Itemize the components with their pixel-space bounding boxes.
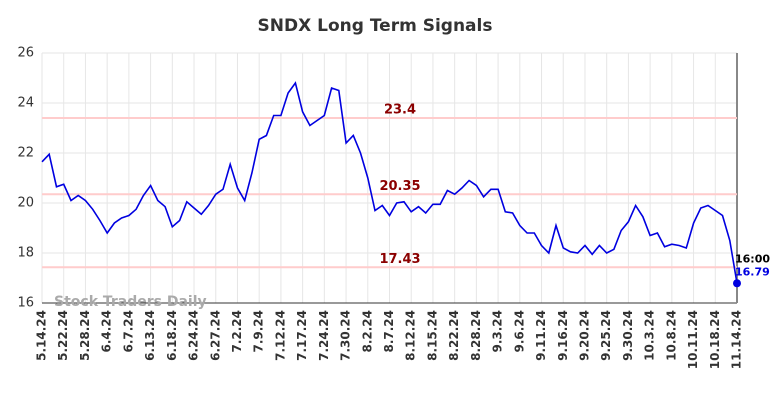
x-tick-label: 5.28.24 <box>78 310 92 361</box>
x-tick-label: 7.12.24 <box>273 310 287 361</box>
x-tick-label: 9.20.24 <box>577 310 591 361</box>
signal-label: 20.35 <box>379 179 420 194</box>
x-tick-label: 10.11.24 <box>686 310 700 369</box>
x-tick-label: 9.30.24 <box>621 310 635 361</box>
y-tick-label: 24 <box>17 96 34 111</box>
x-tick-label: 6.13.24 <box>143 310 157 361</box>
y-tick-label: 16 <box>17 296 34 311</box>
y-tick-label: 22 <box>17 146 34 161</box>
x-tick-label: 9.25.24 <box>599 310 613 361</box>
x-tick-label: 9.16.24 <box>556 310 570 361</box>
x-tick-label: 9.11.24 <box>534 310 548 361</box>
signal-label: 17.43 <box>379 252 420 267</box>
y-tick-label: 20 <box>17 196 34 211</box>
watermark: Stock Traders Daily <box>54 294 207 310</box>
x-tick-label: 8.15.24 <box>425 310 439 361</box>
x-tick-label: 6.27.24 <box>208 310 222 361</box>
x-tick-label: 6.7.24 <box>121 310 135 353</box>
x-tick-label: 7.17.24 <box>295 310 309 361</box>
x-tick-label: 8.22.24 <box>447 310 461 361</box>
x-tick-label: 5.22.24 <box>56 310 70 361</box>
x-tick-label: 7.24.24 <box>317 310 331 361</box>
x-tick-label: 10.18.24 <box>708 310 722 369</box>
last-value: 16.79 <box>735 265 770 278</box>
x-tick-label: 6.18.24 <box>165 310 179 361</box>
chart-title: SNDX Long Term Signals <box>258 16 493 36</box>
x-tick-label: 10.3.24 <box>643 310 657 361</box>
x-tick-label: 9.3.24 <box>491 310 505 353</box>
x-tick-label: 6.24.24 <box>187 310 201 361</box>
price-line <box>41 81 738 284</box>
x-tick-label: 6.4.24 <box>100 310 114 353</box>
x-tick-label: 8.2.24 <box>360 310 374 353</box>
signal-label: 23.4 <box>384 103 416 118</box>
x-tick-label: 9.6.24 <box>512 310 526 353</box>
x-tick-label: 7.30.24 <box>339 310 353 361</box>
y-tick-label: 18 <box>17 246 34 261</box>
last-point <box>733 279 741 288</box>
last-time: 16:00 <box>735 252 770 265</box>
x-tick-label: 8.12.24 <box>404 310 418 361</box>
x-tick-label: 11.14.24 <box>730 310 744 369</box>
x-tick-label: 7.2.24 <box>230 310 244 353</box>
x-tick-label: 8.28.24 <box>469 310 483 361</box>
x-tick-label: 7.9.24 <box>252 310 266 353</box>
x-tick-label: 10.8.24 <box>664 310 678 361</box>
y-tick-label: 26 <box>17 46 34 61</box>
x-tick-label: 8.7.24 <box>382 310 396 353</box>
x-tick-label: 5.14.24 <box>35 310 49 361</box>
